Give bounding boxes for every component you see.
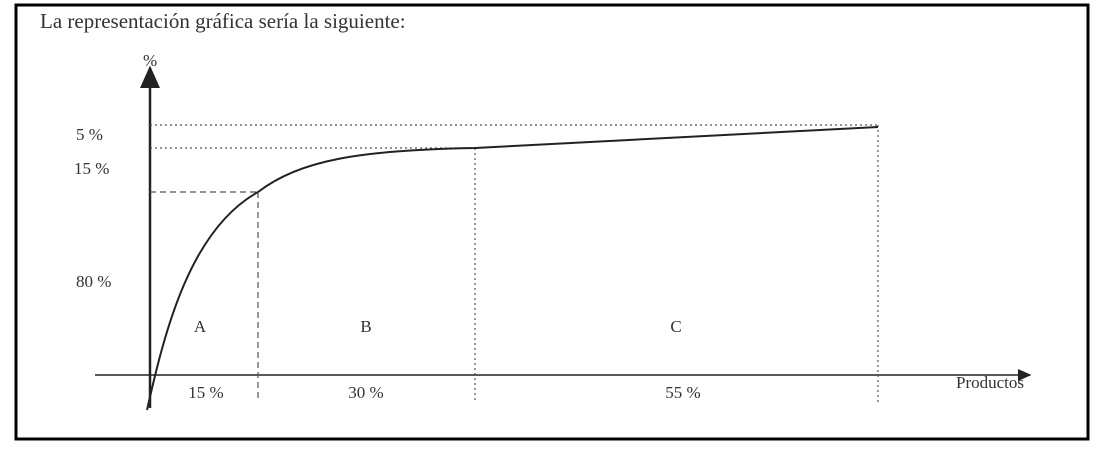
y-axis-label: % (143, 51, 157, 70)
zone-label: A (194, 317, 207, 336)
y-level-label: 15 % (74, 159, 109, 178)
curve (146, 126, 879, 411)
zone-label: B (360, 317, 371, 336)
y-level-label: 5 % (76, 125, 103, 144)
y-level-label: 80 % (76, 272, 111, 291)
segment-label: 55 % (665, 383, 700, 402)
zone-label: C (670, 317, 681, 336)
title: La representación gráfica sería la sigui… (40, 9, 406, 33)
segment-label: 30 % (348, 383, 383, 402)
segment-label: 15 % (188, 383, 223, 402)
frame (14, 3, 1090, 441)
x-axis-label: Productos (956, 373, 1024, 392)
